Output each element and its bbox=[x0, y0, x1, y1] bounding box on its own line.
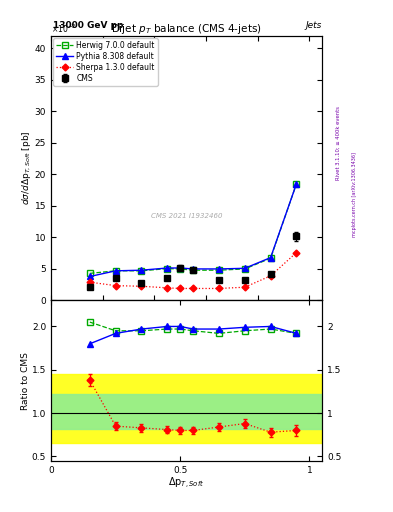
Pythia 8.308 default bbox=[217, 266, 221, 272]
Text: Jets: Jets bbox=[305, 20, 321, 30]
Herwig 7.0.0 default bbox=[268, 255, 273, 261]
Legend: Herwig 7.0.0 default, Pythia 8.308 default, Sherpa 1.3.0 default, CMS: Herwig 7.0.0 default, Pythia 8.308 defau… bbox=[53, 38, 158, 86]
Sherpa 1.3.0 default bbox=[178, 285, 183, 291]
Sherpa 1.3.0 default bbox=[242, 284, 247, 290]
Pythia 8.308 default bbox=[88, 273, 92, 280]
Text: CMS 2021 I1932460: CMS 2021 I1932460 bbox=[151, 213, 222, 219]
Line: Herwig 7.0.0 default: Herwig 7.0.0 default bbox=[87, 181, 299, 276]
Line: Sherpa 1.3.0 default: Sherpa 1.3.0 default bbox=[87, 250, 299, 291]
Title: Dijet $p_T$ balance (CMS 4-jets): Dijet $p_T$ balance (CMS 4-jets) bbox=[111, 22, 262, 36]
Sherpa 1.3.0 default bbox=[165, 285, 170, 291]
Pythia 8.308 default bbox=[191, 266, 195, 272]
Text: mcplots.cern.ch [arXiv:1306.3436]: mcplots.cern.ch [arXiv:1306.3436] bbox=[352, 152, 357, 237]
Herwig 7.0.0 default bbox=[113, 268, 118, 274]
Herwig 7.0.0 default bbox=[139, 268, 144, 274]
Pythia 8.308 default bbox=[294, 181, 299, 187]
Sherpa 1.3.0 default bbox=[294, 249, 299, 255]
Y-axis label: Ratio to CMS: Ratio to CMS bbox=[22, 352, 31, 410]
Sherpa 1.3.0 default bbox=[113, 283, 118, 289]
Sherpa 1.3.0 default bbox=[268, 273, 273, 279]
Text: Rivet 3.1.10; ≥ 400k events: Rivet 3.1.10; ≥ 400k events bbox=[336, 106, 341, 180]
Herwig 7.0.0 default bbox=[178, 266, 183, 272]
Pythia 8.308 default bbox=[178, 265, 183, 271]
Herwig 7.0.0 default bbox=[294, 181, 299, 187]
Pythia 8.308 default bbox=[268, 254, 273, 261]
Pythia 8.308 default bbox=[242, 265, 247, 271]
Text: 13000 GeV pp: 13000 GeV pp bbox=[53, 20, 123, 30]
Herwig 7.0.0 default bbox=[191, 267, 195, 273]
Herwig 7.0.0 default bbox=[217, 267, 221, 273]
Pythia 8.308 default bbox=[139, 267, 144, 273]
Sherpa 1.3.0 default bbox=[217, 285, 221, 291]
X-axis label: $\Delta{\rm p}_{T,Soft}$: $\Delta{\rm p}_{T,Soft}$ bbox=[169, 476, 205, 491]
Bar bbox=[51, 374, 322, 443]
Pythia 8.308 default bbox=[165, 265, 170, 271]
Sherpa 1.3.0 default bbox=[88, 279, 92, 285]
Bar bbox=[51, 394, 322, 429]
Sherpa 1.3.0 default bbox=[139, 283, 144, 289]
Herwig 7.0.0 default bbox=[165, 266, 170, 272]
Herwig 7.0.0 default bbox=[88, 270, 92, 276]
Sherpa 1.3.0 default bbox=[191, 285, 195, 291]
Line: Pythia 8.308 default: Pythia 8.308 default bbox=[87, 181, 299, 279]
Text: $\times10^{-2}$: $\times10^{-2}$ bbox=[51, 22, 77, 34]
Herwig 7.0.0 default bbox=[242, 266, 247, 272]
Y-axis label: $d\sigma/d\Delta{\rm p}_{T,Soft}$ [pb]: $d\sigma/d\Delta{\rm p}_{T,Soft}$ [pb] bbox=[20, 131, 33, 205]
Pythia 8.308 default bbox=[113, 268, 118, 274]
